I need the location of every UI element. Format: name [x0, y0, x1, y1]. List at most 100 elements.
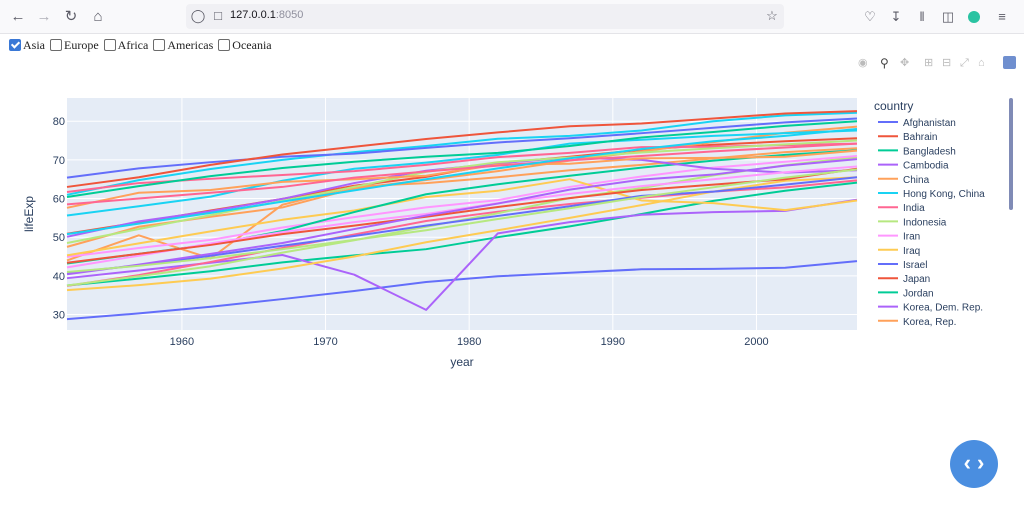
series-line[interactable]	[66, 155, 858, 258]
legend-label: Bangladesh	[903, 146, 956, 157]
legend-item[interactable]: Bangladesh	[878, 146, 956, 157]
plotly-logo-icon[interactable]	[1003, 56, 1016, 69]
home-icon[interactable]: ⌂	[93, 8, 103, 25]
legend-label: Hong Kong, China	[903, 189, 985, 200]
shield-icon[interactable]: ◯	[190, 8, 206, 23]
legend-label: China	[903, 175, 930, 186]
legend-item[interactable]: Iraq	[878, 246, 920, 257]
legend-item[interactable]: Israel	[878, 260, 927, 271]
series-line[interactable]	[66, 111, 858, 196]
url-host: 127.0.0.1	[230, 9, 276, 21]
legend-label: Israel	[903, 260, 927, 271]
download-icon[interactable]: ↧	[890, 9, 902, 24]
y-axis-label: lifeExp	[22, 196, 36, 232]
checkbox-americas[interactable]: Americas	[153, 38, 213, 53]
legend-label: Jordan	[903, 288, 934, 299]
library-icon[interactable]: ‖	[919, 9, 925, 24]
y-tick-label: 70	[53, 155, 65, 167]
legend-item[interactable]: Jordan	[878, 288, 934, 299]
star-icon[interactable]: ☆	[766, 8, 778, 23]
legend-item[interactable]: Hong Kong, China	[878, 189, 985, 200]
y-tick-label: 60	[53, 194, 65, 206]
checkbox-africa[interactable]: Africa	[103, 38, 148, 53]
series-line[interactable]	[66, 129, 858, 217]
x-tick-label: 1970	[313, 336, 337, 348]
zoom-out-icon[interactable]: ⊟	[942, 57, 952, 69]
legend: country Afghanistan Bahrain Bangladesh Camb…	[874, 99, 985, 328]
legend-title: country	[874, 99, 913, 113]
x-axis-ticks: 1960 1970 1980 1990 2000	[170, 336, 769, 348]
url-port: :8050	[275, 9, 304, 21]
series-line[interactable]	[66, 110, 858, 188]
series-line[interactable]	[66, 117, 858, 179]
legend-label: Korea, Dem. Rep.	[903, 303, 983, 314]
profile-icon[interactable]	[966, 9, 982, 25]
x-tick-label: 1980	[457, 336, 481, 348]
series-line[interactable]	[66, 149, 858, 209]
legend-label: Korea, Rep.	[903, 317, 956, 328]
series-line[interactable]	[66, 178, 858, 257]
continent-checklist: Asia Europe Africa Americas Oceania	[9, 38, 274, 53]
reset-icon[interactable]: ⌂	[978, 57, 985, 69]
series-line[interactable]	[66, 168, 858, 273]
legend-label: Iraq	[903, 246, 920, 257]
y-tick-label: 30	[53, 310, 65, 322]
reload-icon[interactable]: ↻	[64, 8, 78, 25]
checkbox-box[interactable]	[103, 39, 116, 51]
legend-item[interactable]: Indonesia	[878, 217, 947, 228]
legend-scrollbar[interactable]	[1009, 98, 1013, 210]
checkbox-asia[interactable]: Asia	[9, 38, 45, 53]
legend-item[interactable]: Cambodia	[878, 161, 949, 172]
legend-item[interactable]: Japan	[878, 274, 930, 285]
legend-item[interactable]: Korea, Rep.	[878, 317, 956, 328]
checkbox-oceania[interactable]: Oceania	[218, 38, 272, 53]
series-line[interactable]	[66, 176, 858, 274]
legend-label: India	[903, 203, 925, 214]
code-toggle-button[interactable]: ‹ ›	[950, 440, 998, 488]
url-bar[interactable]: ◯ □ 127.0.0.1:8050 ☆	[186, 4, 784, 29]
zoom-in-icon[interactable]: ⊞	[924, 57, 934, 69]
url-text[interactable]: 127.0.0.1:8050	[230, 9, 303, 21]
legend-item[interactable]: Iran	[878, 232, 920, 243]
legend-item[interactable]: China	[878, 175, 930, 186]
legend-item[interactable]: Korea, Dem. Rep.	[878, 303, 983, 314]
series-line[interactable]	[66, 139, 858, 244]
legend-label: Afghanistan	[903, 118, 956, 129]
series-lines	[66, 110, 858, 321]
series-line[interactable]	[66, 142, 858, 193]
checkbox-europe[interactable]: Europe	[50, 38, 99, 53]
code-icon: ‹ ›	[963, 450, 985, 475]
series-line[interactable]	[66, 167, 858, 264]
legend-label: Cambodia	[903, 161, 949, 172]
legend-item[interactable]: India	[878, 203, 925, 214]
x-axis-label: year	[450, 355, 473, 369]
camera-icon[interactable]: ◉	[858, 57, 868, 69]
back-icon[interactable]: ←	[10, 8, 26, 25]
menu-icon[interactable]: ≡	[998, 9, 1006, 24]
checkbox-box[interactable]	[9, 39, 21, 51]
pocket-icon[interactable]: ♡	[864, 9, 876, 24]
checkbox-box[interactable]	[153, 39, 166, 51]
legend-item[interactable]: Bahrain	[878, 132, 937, 143]
legend-label: Iran	[903, 232, 920, 243]
legend-label: Bahrain	[903, 132, 937, 143]
sidebar-icon[interactable]: ◫	[941, 9, 955, 24]
series-line[interactable]	[66, 127, 858, 236]
checkbox-box[interactable]	[218, 39, 231, 51]
legend-item[interactable]: Afghanistan	[878, 118, 956, 129]
series-line[interactable]	[66, 120, 858, 198]
series-line[interactable]	[66, 260, 858, 321]
checkbox-label: Europe	[64, 38, 99, 52]
series-line[interactable]	[66, 158, 858, 276]
pan-icon[interactable]: ✥	[900, 57, 910, 69]
series-line[interactable]	[66, 181, 858, 287]
checkbox-box[interactable]	[50, 39, 62, 51]
page-icon: □	[214, 8, 222, 23]
forward-icon[interactable]: →	[36, 8, 52, 25]
zoom-icon[interactable]: ⚲	[880, 56, 889, 70]
life-expectancy-chart: 1960 1970 1980 1990 2000 30 40 50 60 70 80 year l…	[22, 98, 1013, 369]
autoscale-icon[interactable]: ⤢	[960, 57, 969, 69]
checkbox-label: Asia	[23, 38, 45, 52]
series-line[interactable]	[66, 142, 858, 206]
legend-label: Japan	[903, 274, 930, 285]
